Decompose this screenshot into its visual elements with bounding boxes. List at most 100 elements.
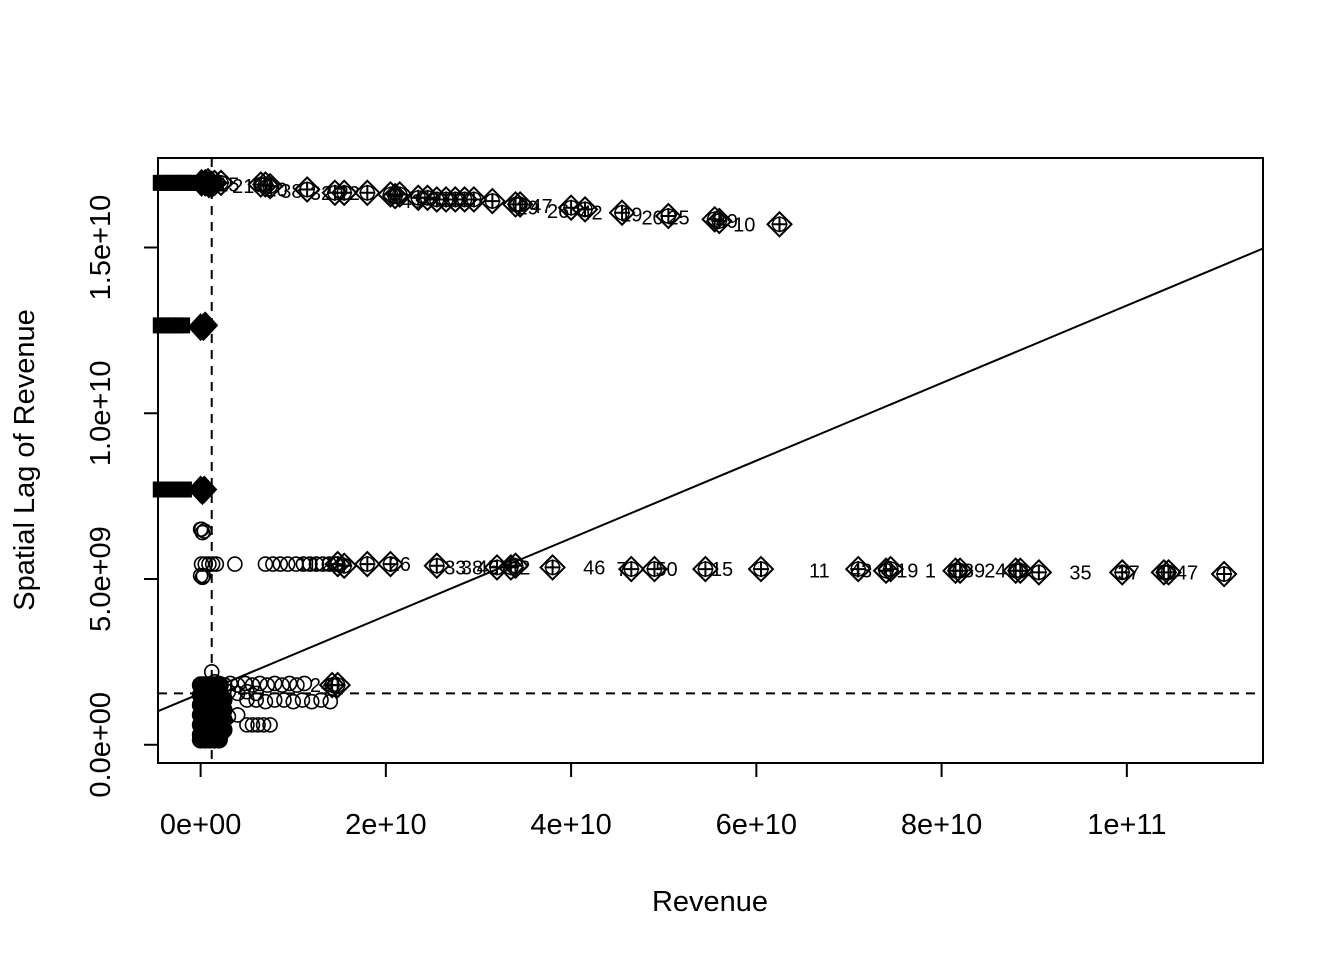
data-point-diamond-plus <box>705 207 733 235</box>
plus-circle <box>711 213 727 229</box>
plus-circle <box>1160 564 1177 581</box>
point-label: 11 <box>809 561 830 583</box>
diamond-outline <box>414 184 441 212</box>
diamond-outline <box>321 179 349 207</box>
data-point-diamond-plus <box>377 550 404 578</box>
data-point-diamond-plus <box>451 186 478 213</box>
data-point-circle <box>239 717 255 733</box>
data-point-diamond-plus <box>432 186 460 213</box>
y-tick-label: 1.5e+10 <box>85 195 117 301</box>
data-point-diamond-plus <box>353 179 381 207</box>
point-label: 39 <box>963 561 985 583</box>
diamond-outline <box>318 671 346 699</box>
plus-circle <box>213 175 229 191</box>
data-point-circle <box>201 556 217 572</box>
regression-line <box>157 247 1264 713</box>
diamond-outline <box>353 179 381 207</box>
diamond-outline <box>1210 560 1238 588</box>
point-label: 49 <box>716 211 738 233</box>
diamond-outline <box>1150 558 1178 586</box>
point-label: 43 <box>850 561 872 583</box>
data-point-diamond-plus <box>946 557 974 585</box>
data-point-circle <box>272 556 289 572</box>
diamond-outline <box>441 186 469 213</box>
diamond-outline <box>460 186 488 213</box>
point-label: 15 <box>217 175 239 197</box>
diamond-outline <box>423 186 451 213</box>
plus-circle <box>646 561 663 577</box>
diamond-outline <box>608 199 636 227</box>
diamond-outline <box>539 553 566 581</box>
diamond-outline <box>207 169 235 197</box>
plus-circle <box>1114 564 1130 581</box>
data-point-diamond-plus <box>617 555 645 583</box>
diamond-outline <box>571 195 599 223</box>
point-label: 19 <box>620 204 642 226</box>
data-point-square <box>174 317 191 334</box>
point-label: 47 <box>1176 562 1198 584</box>
point-label: 15 <box>711 559 733 581</box>
plus-circle <box>336 185 352 201</box>
point-label: 20 <box>641 208 663 230</box>
point-label: 35 <box>1069 562 1091 584</box>
point-label: 1 <box>925 561 936 583</box>
data-point-diamond-plus <box>747 555 775 583</box>
x-axis: 0e+00 2e+10 4e+10 6e+10 8e+10 1e+11 <box>160 762 1166 841</box>
diamond-outline <box>691 555 719 583</box>
data-point-circle <box>276 692 292 708</box>
diamond-outline <box>654 202 682 230</box>
plus-circle <box>577 201 593 218</box>
x-tick-label: 8e+10 <box>901 809 982 841</box>
plus-circle <box>660 208 677 224</box>
data-point-circle <box>257 693 274 710</box>
point-label: 37 <box>1118 562 1140 584</box>
point-label: 38 <box>461 557 483 579</box>
data-point-diamond-plus <box>1108 558 1136 586</box>
data-point-diamond-plus <box>608 199 636 227</box>
x-tick-label: 4e+10 <box>530 809 611 841</box>
data-point-diamond <box>191 475 218 504</box>
diamond-outline <box>451 186 478 213</box>
plus-circle <box>544 559 561 576</box>
diamond-outline <box>386 181 414 208</box>
point-label: 7 <box>616 559 627 581</box>
point-label: 2 <box>519 557 530 579</box>
point-label: 19 <box>896 561 918 583</box>
point-label: 50 <box>655 559 677 581</box>
x-tick-label: 0e+00 <box>160 809 241 841</box>
data-point-circle <box>204 556 221 572</box>
plus-circle <box>512 196 528 213</box>
diamond-outline <box>256 172 284 200</box>
data-point-circle <box>255 717 272 733</box>
data-point-circle <box>274 677 290 693</box>
plus-circle <box>882 561 899 577</box>
data-point-diamond-plus <box>386 181 414 208</box>
point-label: 21 <box>232 176 254 198</box>
data-point-circle <box>296 675 313 692</box>
data-point-circle <box>285 693 302 710</box>
point-label: 32 <box>310 183 332 205</box>
data-point-diamond-plus <box>324 671 352 699</box>
diamond-outline <box>324 550 352 578</box>
data-point-diamond-plus <box>766 210 793 238</box>
data-point-circle <box>281 675 298 692</box>
data-point-circle <box>295 556 312 572</box>
diamond-outline <box>506 190 534 218</box>
diamond-outline <box>766 210 793 238</box>
data-point-circle <box>193 556 210 572</box>
y-tick-label: 5.0e+09 <box>85 526 117 632</box>
diamond-outline <box>330 552 358 580</box>
diamond-outline <box>381 182 409 210</box>
data-point-circle <box>257 556 274 572</box>
plus-circle <box>299 181 315 198</box>
plus-circle <box>262 178 278 194</box>
plus-circle <box>850 561 866 577</box>
diamond-outline <box>1155 558 1182 586</box>
diamond-outline <box>502 190 529 218</box>
diamond-outline <box>432 186 460 213</box>
data-point-circle <box>259 677 276 693</box>
plus-circle <box>484 193 501 209</box>
data-point-circle <box>289 677 305 693</box>
